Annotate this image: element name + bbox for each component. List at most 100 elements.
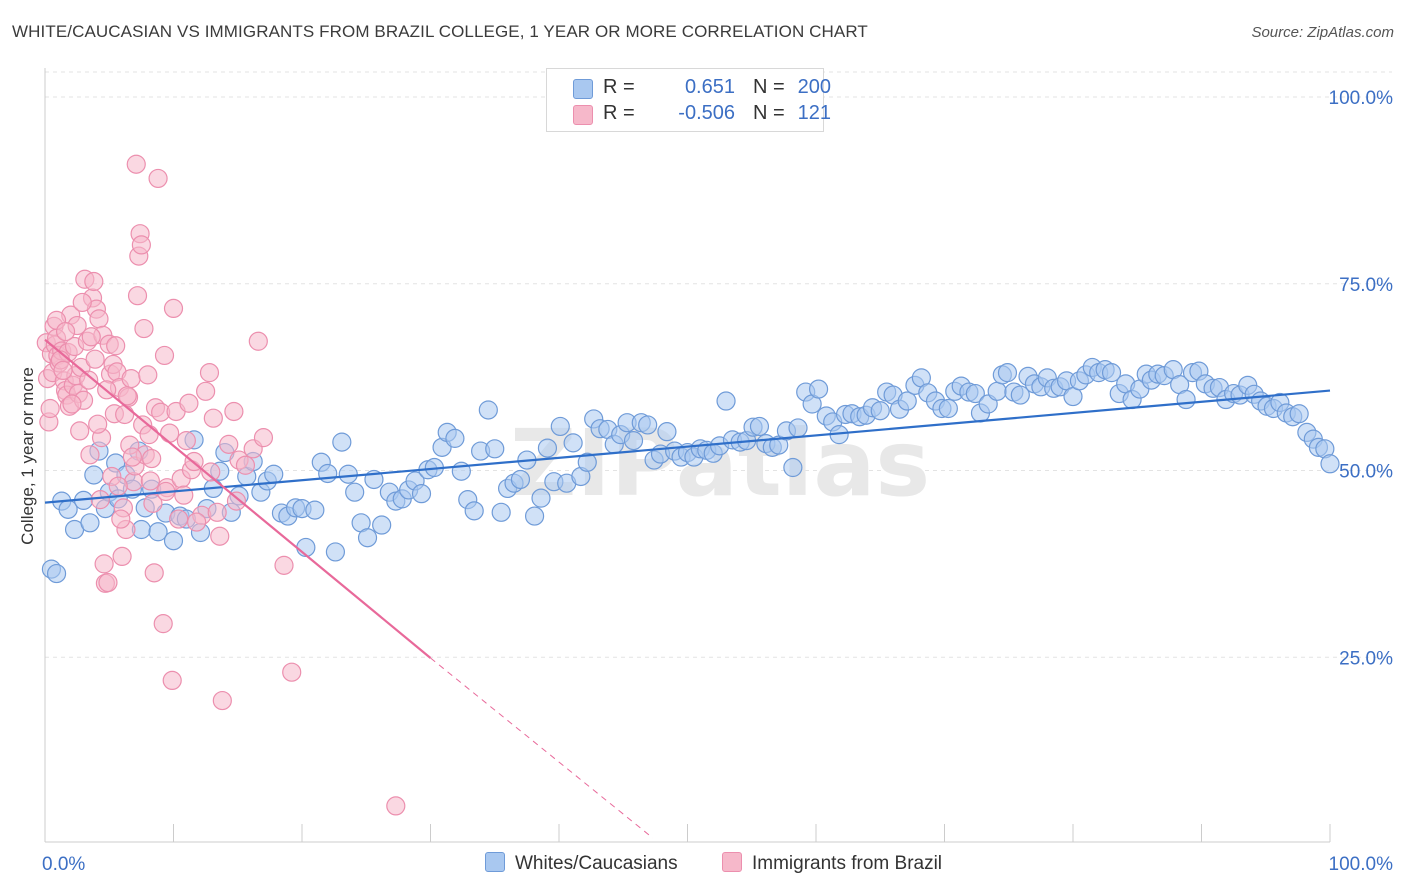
- data-point: [88, 414, 108, 434]
- data-point: [1320, 454, 1340, 474]
- data-point: [808, 379, 829, 399]
- data-point: [201, 462, 221, 482]
- data-point: [176, 431, 196, 451]
- data-point: [203, 408, 223, 428]
- data-point: [162, 670, 182, 691]
- data-point: [153, 614, 173, 634]
- data-point: [79, 370, 99, 390]
- trend-line-brazil: [44, 338, 432, 659]
- y-tick-label: 75.0%: [1339, 275, 1393, 296]
- data-point: [1010, 385, 1030, 405]
- data-point: [264, 464, 284, 484]
- data-point: [98, 572, 118, 593]
- data-point: [169, 509, 189, 529]
- data-point: [84, 271, 104, 292]
- data-point: [106, 336, 126, 356]
- data-point: [89, 309, 109, 329]
- data-point: [140, 471, 160, 491]
- data-point: [1289, 404, 1309, 424]
- series-whites-points: [41, 357, 1340, 584]
- data-point: [154, 345, 175, 366]
- data-point: [219, 434, 239, 454]
- data-point: [563, 433, 583, 453]
- data-point: [148, 522, 168, 542]
- data-point: [550, 416, 570, 437]
- data-point: [282, 662, 302, 682]
- data-point: [142, 448, 162, 469]
- data-point: [139, 425, 159, 445]
- r-label: R =: [603, 76, 635, 98]
- n-value: 200: [797, 76, 831, 98]
- data-point: [537, 438, 558, 458]
- data-point: [212, 690, 232, 711]
- data-point: [1101, 363, 1122, 383]
- data-point: [338, 464, 358, 484]
- data-point: [332, 432, 352, 452]
- data-point: [143, 493, 163, 513]
- data-point: [386, 796, 406, 816]
- data-point: [80, 445, 100, 465]
- data-point: [485, 439, 505, 459]
- x-tick-label-min: 0.0%: [42, 854, 85, 875]
- data-point: [108, 476, 128, 496]
- trend-lines: [44, 338, 1331, 839]
- data-point: [84, 465, 104, 485]
- data-point: [226, 491, 247, 511]
- axes: [44, 68, 1331, 843]
- data-point: [126, 154, 146, 174]
- data-point: [115, 404, 135, 425]
- data-point: [1176, 389, 1196, 410]
- data-point: [253, 428, 274, 448]
- data-point: [90, 490, 110, 510]
- data-point: [138, 365, 158, 385]
- legend-swatch-blue: [485, 852, 505, 872]
- data-point: [788, 418, 808, 438]
- data-point: [80, 513, 100, 533]
- data-point: [445, 428, 465, 448]
- data-point: [372, 515, 392, 535]
- data-point: [121, 369, 141, 389]
- data-point: [235, 455, 256, 475]
- data-point: [46, 563, 67, 584]
- data-point: [274, 555, 294, 575]
- data-point: [965, 383, 985, 404]
- data-point: [325, 542, 346, 562]
- chart-title: WHITE/CAUCASIAN VS IMMIGRANTS FROM BRAZI…: [12, 22, 868, 41]
- data-point: [749, 416, 770, 437]
- trend-line-brazil-extension: [430, 657, 654, 839]
- data-point: [111, 509, 131, 529]
- data-point: [997, 363, 1018, 383]
- data-point: [62, 394, 82, 414]
- data-point: [478, 400, 498, 420]
- data-point: [179, 393, 199, 413]
- data-point: [524, 506, 545, 526]
- data-point: [112, 546, 132, 567]
- y-tick-label: 100.0%: [1329, 88, 1394, 109]
- data-point: [657, 422, 677, 442]
- n-label: N =: [753, 102, 785, 124]
- data-point: [127, 286, 148, 306]
- data-point: [938, 398, 958, 419]
- watermark: ZIPatlas: [510, 410, 930, 517]
- legend-item-whites: Whites/Caucasians: [485, 852, 678, 875]
- x-tick-label-max: 100.0%: [1329, 854, 1394, 875]
- data-point: [148, 168, 168, 189]
- data-point: [870, 401, 890, 421]
- data-point: [160, 423, 180, 443]
- n-value: 121: [797, 102, 831, 124]
- trend-line-whites: [44, 389, 1331, 504]
- data-point: [464, 501, 484, 521]
- data-point: [40, 398, 60, 419]
- y-axis-label: College, 1 year or more: [18, 367, 37, 545]
- data-point: [783, 457, 803, 478]
- data-point: [85, 349, 105, 369]
- data-point: [248, 331, 268, 351]
- data-point: [531, 488, 551, 508]
- legend-swatch-pink: [573, 105, 593, 125]
- data-point: [196, 381, 216, 401]
- data-point: [623, 431, 644, 451]
- tick-labels: 25.0% 50.0% 75.0% 100.0% 0.0% 100.0%: [42, 88, 1393, 875]
- data-point: [144, 563, 164, 583]
- legend-label-whites: Whites/Caucasians: [515, 853, 678, 874]
